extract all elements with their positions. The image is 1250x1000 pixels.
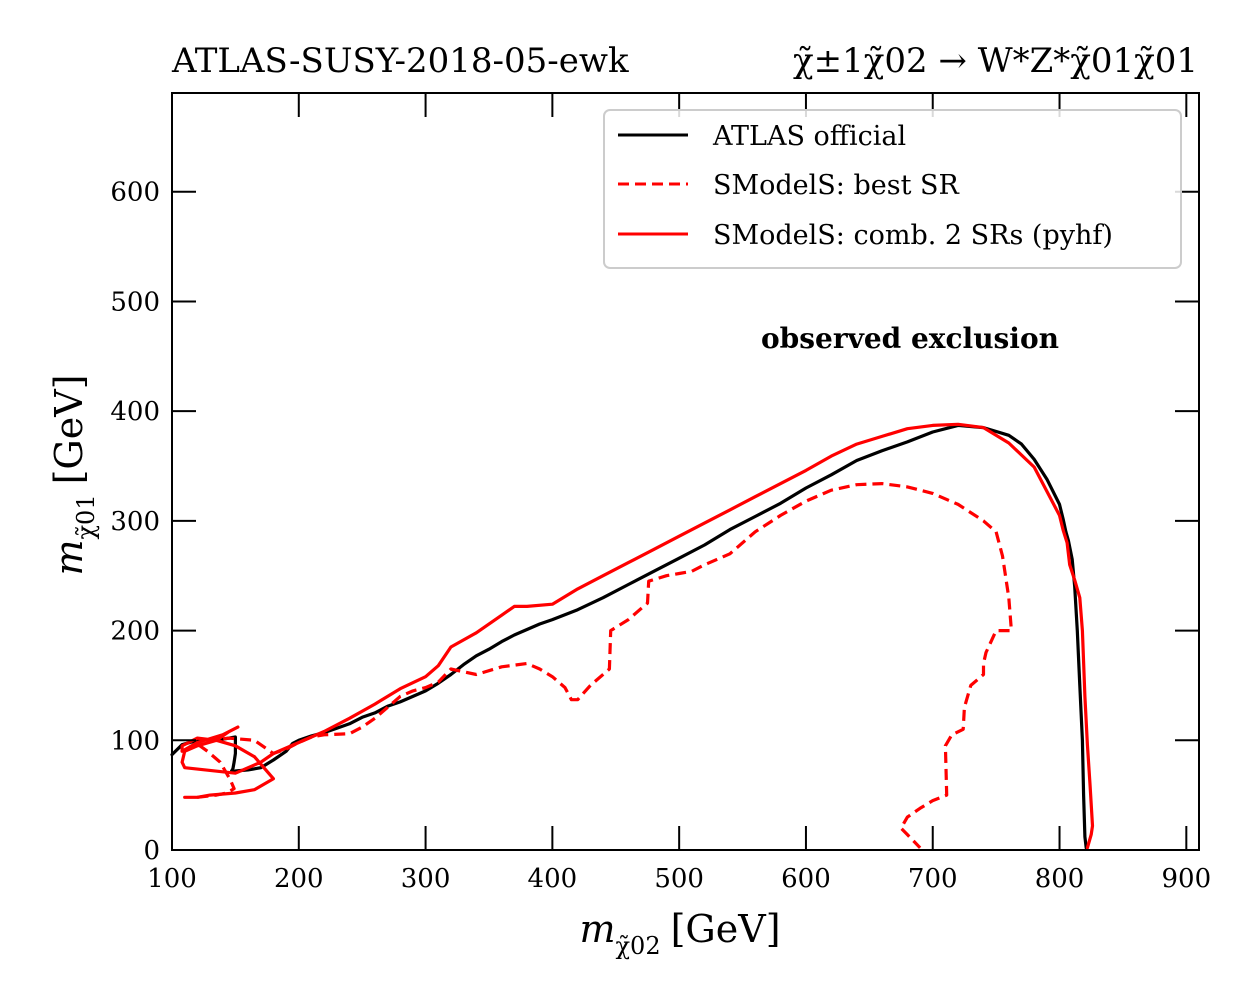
y-axis-label-unit: [GeV] bbox=[47, 374, 91, 484]
legend-label-comb-srs: SModelS: comb. 2 SRs (pyhf) bbox=[713, 220, 1113, 251]
plot-frame bbox=[171, 92, 1200, 851]
x-tick-label-100: 100 bbox=[147, 864, 197, 894]
y-tick-label-500: 500 bbox=[110, 287, 160, 317]
series-line-smodels-comb-2-srs-pyhf bbox=[180, 422, 1095, 850]
y-axis-label-main: m bbox=[47, 539, 91, 575]
legend-label-best-sr: SModelS: best SR bbox=[713, 170, 960, 201]
x-tick-label-400: 400 bbox=[528, 864, 578, 894]
x-tick-label-700: 700 bbox=[908, 864, 958, 894]
legend: ATLAS official SModelS: best SR SModelS:… bbox=[603, 109, 1182, 269]
x-tick-label-300: 300 bbox=[401, 864, 451, 894]
chart-title-left: ATLAS-SUSY-2018-05-ewk bbox=[171, 41, 629, 81]
x-tick-label-800: 800 bbox=[1035, 864, 1085, 894]
y-tick-label-400: 400 bbox=[110, 397, 160, 427]
series-line-atlas-official bbox=[170, 423, 1088, 850]
y-tick-label-100: 100 bbox=[110, 726, 160, 756]
x-tick-label-900: 900 bbox=[1162, 864, 1212, 894]
x-axis-label-unit: [GeV] bbox=[671, 907, 781, 951]
x-tick-label-600: 600 bbox=[781, 864, 831, 894]
ticks-layer: 100 200 300 400 500 600 700 800 9000100200300400… bbox=[110, 93, 1211, 894]
y-tick-label-600: 600 bbox=[110, 178, 160, 208]
legend-label-atlas-official: ATLAS official bbox=[712, 121, 906, 152]
chart-title-right: χ̃±1χ̃02 → W*Z*χ̃01χ̃01 bbox=[793, 41, 1198, 81]
x-tick-label-200: 200 bbox=[274, 864, 324, 894]
y-axis-label: mχ̃01 [GeV] bbox=[47, 374, 100, 575]
x-tick-label-500: 500 bbox=[654, 864, 704, 894]
series-line-smodels-best-sr bbox=[197, 482, 1014, 849]
series-layer bbox=[170, 422, 1095, 850]
legend-box bbox=[603, 109, 1182, 269]
x-axis-label: mχ̃02 [GeV] bbox=[579, 907, 780, 960]
annotation-observed-exclusion: observed exclusion bbox=[761, 322, 1059, 355]
y-axis-label-sub: χ̃01 bbox=[72, 494, 100, 539]
x-axis-label-main: m bbox=[579, 907, 615, 951]
y-tick-label-300: 300 bbox=[110, 507, 160, 537]
x-axis-label-sub: χ̃02 bbox=[616, 932, 661, 960]
y-tick-label-200: 200 bbox=[110, 617, 160, 647]
y-tick-label-0: 0 bbox=[143, 836, 160, 866]
